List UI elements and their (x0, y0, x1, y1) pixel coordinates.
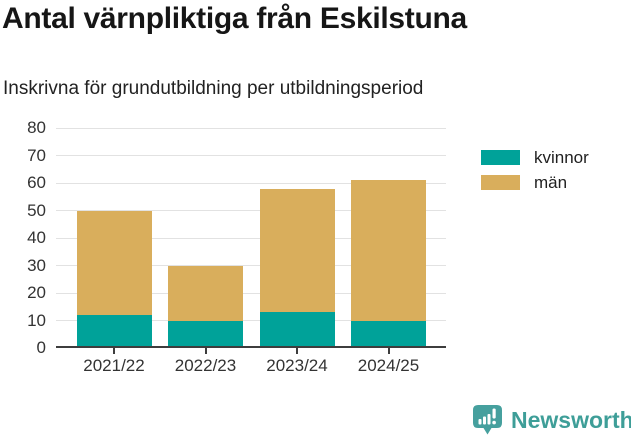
y-axis-tick-label: 60 (27, 173, 46, 192)
x-axis-tick-label: 2024/25 (357, 356, 420, 375)
gridline (56, 182, 446, 184)
plot-area (56, 127, 446, 348)
gridline (56, 155, 446, 156)
gridline (56, 237, 446, 239)
newsworthy-logo-icon (473, 405, 502, 435)
bar-segment-man (259, 188, 335, 313)
y-axis-tick-label: 30 (27, 255, 46, 275)
y-axis-tick-label: 0 (36, 338, 46, 357)
gridline (56, 292, 446, 294)
gridline (56, 127, 446, 129)
x-axis-tick (296, 348, 298, 354)
y-axis-tick-label: 10 (27, 310, 46, 330)
gridline (56, 210, 446, 211)
chart-subtitle: Inskrivna för grundutbildning per utbild… (3, 78, 424, 99)
bar-segment-man (76, 210, 152, 315)
bar-segment-man (351, 180, 426, 321)
legend: kvinnor män (481, 145, 589, 195)
x-axis-tick (387, 348, 390, 354)
legend-label: kvinnor (534, 147, 589, 167)
branding-label: Newsworthy (511, 407, 631, 433)
bar-segment-man (168, 265, 243, 321)
x-axis-tick-label: 2023/24 (266, 356, 328, 375)
x-axis-line (56, 346, 446, 348)
y-axis-tick-label: 40 (27, 228, 46, 247)
bar-segment-kvinnor (259, 312, 335, 348)
y-axis-tick-label: 20 (27, 283, 46, 302)
y-axis-tick-label: 50 (27, 200, 46, 220)
y-axis-tick-label: 80 (27, 118, 46, 137)
x-axis-tick-label: 2022/23 (174, 356, 237, 375)
chart-title: Antal värnpliktiga från Eskilstuna (2, 2, 467, 35)
legend-swatch-man (481, 175, 520, 190)
branding-link[interactable]: Newsworthy (471, 404, 631, 437)
x-axis-tick (204, 348, 207, 354)
gridline (56, 265, 446, 266)
legend-item: män (481, 170, 589, 195)
bar-segment-kvinnor (76, 315, 152, 348)
gridline (56, 320, 446, 321)
x-axis-tick (113, 348, 115, 354)
y-axis-tick-label: 70 (27, 145, 46, 165)
legend-item: kvinnor (481, 145, 589, 170)
legend-label: män (534, 172, 568, 192)
bar-segment-kvinnor (168, 320, 243, 348)
bar-segment-kvinnor (351, 320, 426, 348)
x-axis-tick-label: 2021/22 (83, 356, 145, 375)
legend-swatch-kvinnor (481, 150, 520, 165)
